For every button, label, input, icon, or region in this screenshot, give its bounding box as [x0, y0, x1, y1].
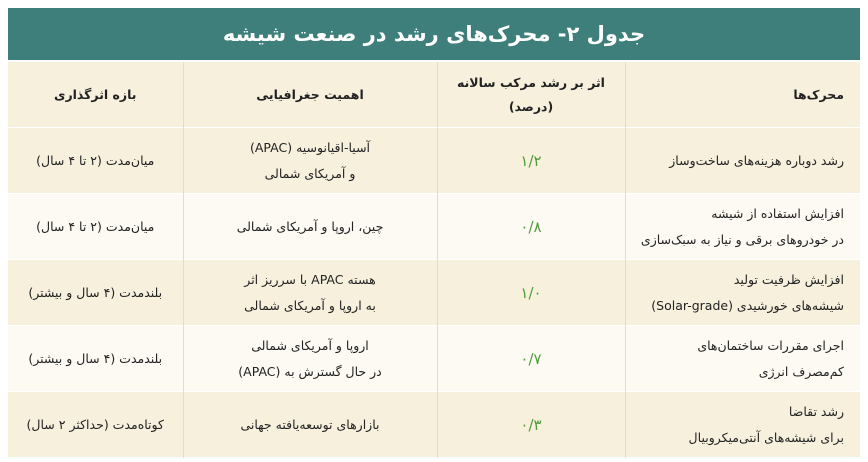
- cell-text: محرک‌ها: [793, 86, 844, 102]
- table-body: محرک‌ها اثر بر رشد مرکب سالانه (درصد) اهمیت…: [8, 62, 860, 458]
- cell-text: اثر بر رشد مرکب سالانه: [457, 74, 605, 90]
- cell-text: کم‌مصرف انرژی: [758, 363, 844, 379]
- table-row: اجرای مقررات ساختمان‌های کم‌مصرف انرژی ۰/۷…: [8, 325, 860, 392]
- cell-text: ۱/۰: [520, 283, 542, 302]
- cell-text: ۱/۲: [520, 151, 542, 170]
- cell-text: (درصد): [508, 98, 554, 114]
- cell-text: رشد دوباره هزینه‌های ساخت‌وساز: [669, 152, 844, 168]
- table-cell: رشد تقاضا برای شیشه‌های آنتی‌میکروبیال: [624, 391, 860, 458]
- cell-text: بازارهای توسعه‌یافته جهانی: [240, 416, 380, 432]
- table-cell: میان‌مدت (۲ تا ۴ سال): [8, 194, 183, 260]
- cell-text: ۰/۳: [520, 415, 542, 434]
- table-cell: بلندمدت (۴ سال و بیشتر): [8, 326, 183, 392]
- table-cell: کوتاه‌مدت (حداکثر ۲ سال): [8, 392, 183, 458]
- cell-text: میان‌مدت (۲ تا ۴ سال): [36, 152, 155, 168]
- table-cell: افزایش ظرفیت تولید شیشه‌های خورشیدی (Sola…: [624, 259, 860, 326]
- cell-text: میان‌مدت (۲ تا ۴ سال): [36, 218, 155, 234]
- table-cell: اهمیت جغرافیایی: [182, 62, 437, 128]
- table-row: رشد تقاضا برای شیشه‌های آنتی‌میکروبیال ۰/۳…: [8, 391, 860, 458]
- cell-text: ۰/۷: [520, 349, 542, 368]
- cell-text: رشد تقاضا: [788, 403, 844, 419]
- table-cell: رشد دوباره هزینه‌های ساخت‌وساز: [624, 127, 860, 194]
- table-cell: ۰/۳: [436, 391, 625, 458]
- table-cell: محرک‌ها: [624, 62, 860, 128]
- table-cell: ۰/۸: [436, 193, 625, 260]
- table-cell: اثر بر رشد مرکب سالانه (درصد): [436, 62, 625, 128]
- cell-text: برای شیشه‌های آنتی‌میکروبیال: [688, 429, 844, 445]
- cell-text: در حال گسترش به (APAC): [238, 363, 382, 379]
- table-cell: میان‌مدت (۲ تا ۴ سال): [8, 128, 183, 194]
- table-cell: بازه اثرگذاری: [8, 62, 183, 128]
- cell-text: در خودروهای برقی و نیاز به سبک‌سازی: [640, 231, 844, 247]
- table-row: افزایش ظرفیت تولید شیشه‌های خورشیدی (Sola…: [8, 259, 860, 326]
- cell-text: چین، اروپا و آمریکای شمالی: [236, 218, 384, 234]
- title: جدول ۲- محرک‌های رشد در صنعت شیشه: [8, 8, 860, 60]
- table-cell: ۱/۰: [436, 259, 625, 326]
- table-cell: ۱/۲: [436, 127, 625, 194]
- cell-text: بلندمدت (۴ سال و بیشتر): [28, 350, 163, 366]
- cell-text: اهمیت جغرافیایی: [256, 86, 364, 102]
- table-page: جدول ۲- محرک‌های رشد در صنعت شیشه محرک‌ه…: [8, 8, 860, 458]
- cell-text: به اروپا و آمریکای شمالی: [244, 297, 376, 313]
- cell-text: افزایش استفاده از شیشه: [711, 205, 844, 221]
- cell-text: و آمریکای شمالی: [264, 165, 356, 181]
- table-row: محرک‌ها اثر بر رشد مرکب سالانه (درصد) اهمیت…: [8, 62, 860, 128]
- cell-text: ۰/۸: [520, 217, 542, 236]
- table-cell: ۰/۷: [436, 325, 625, 392]
- table-cell: هسته APAC با سرریز اثر به اروپا و آمریکای…: [182, 259, 437, 326]
- cell-text: شیشه‌های خورشیدی (Solar-grade): [651, 297, 844, 313]
- table-cell: آسیا-اقیانوسیه (APAC) و آمریکای شمالی: [182, 127, 437, 194]
- cell-text: بازه اثرگذاری: [54, 86, 137, 102]
- table-cell: افزایش استفاده از شیشه در خودروهای برقی و…: [624, 193, 860, 260]
- table-row: افزایش استفاده از شیشه در خودروهای برقی و…: [8, 193, 860, 260]
- table-cell: بلندمدت (۴ سال و بیشتر): [8, 260, 183, 326]
- table-cell: چین، اروپا و آمریکای شمالی: [182, 193, 437, 260]
- cell-text: آسیا-اقیانوسیه (APAC): [249, 139, 371, 155]
- cell-text: هسته APAC با سرریز اثر: [244, 271, 376, 287]
- cell-text: اجرای مقررات ساختمان‌های: [697, 337, 844, 353]
- table-cell: بازارهای توسعه‌یافته جهانی: [182, 391, 437, 458]
- table-row: رشد دوباره هزینه‌های ساخت‌وساز ۱/۲ آسیا-اق…: [8, 127, 860, 194]
- table: محرک‌ها اثر بر رشد مرکب سالانه (درصد) اهمیت…: [8, 62, 860, 458]
- cell-text: اروپا و آمریکای شمالی: [251, 337, 369, 353]
- table-cell: اجرای مقررات ساختمان‌های کم‌مصرف انرژی: [624, 325, 860, 392]
- cell-text: کوتاه‌مدت (حداکثر ۲ سال): [26, 416, 164, 432]
- cell-text: افزایش ظرفیت تولید: [733, 271, 844, 287]
- cell-text: بلندمدت (۴ سال و بیشتر): [28, 284, 163, 300]
- table-cell: اروپا و آمریکای شمالی در حال گسترش به (AP…: [182, 325, 437, 392]
